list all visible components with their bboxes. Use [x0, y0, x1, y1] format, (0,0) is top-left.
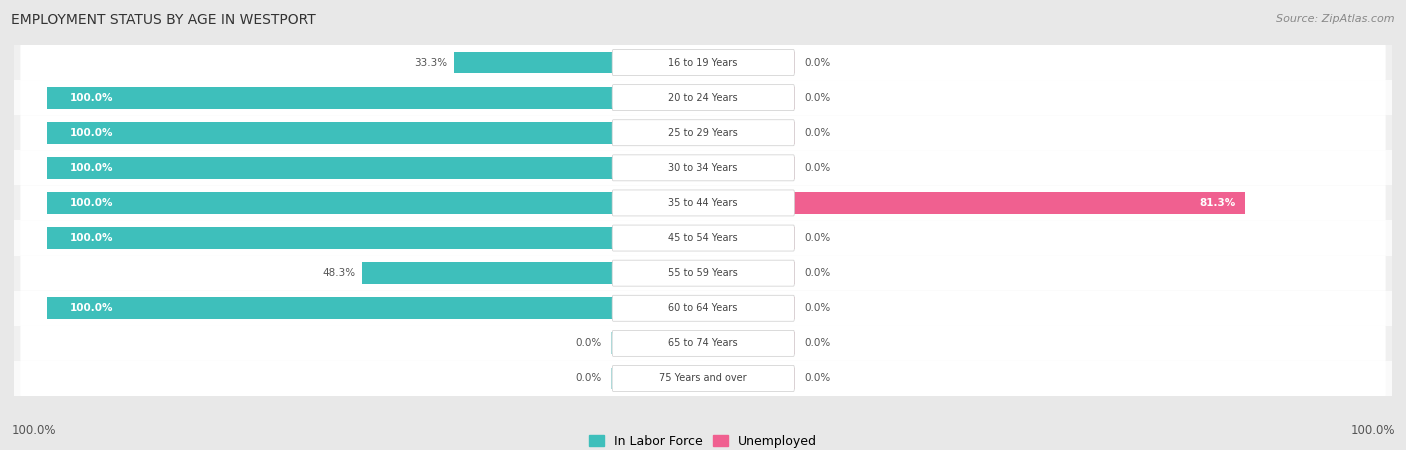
Text: 16 to 19 Years: 16 to 19 Years: [668, 58, 738, 68]
Bar: [46, 157, 657, 179]
FancyBboxPatch shape: [612, 365, 794, 392]
Text: 60 to 64 Years: 60 to 64 Years: [668, 303, 738, 313]
Text: Source: ZipAtlas.com: Source: ZipAtlas.com: [1277, 14, 1395, 23]
Text: 48.3%: 48.3%: [322, 268, 356, 278]
FancyBboxPatch shape: [612, 85, 794, 111]
Legend: In Labor Force, Unemployed: In Labor Force, Unemployed: [583, 430, 823, 450]
Text: EMPLOYMENT STATUS BY AGE IN WESTPORT: EMPLOYMENT STATUS BY AGE IN WESTPORT: [11, 14, 316, 27]
FancyBboxPatch shape: [20, 326, 1386, 361]
Text: 0.0%: 0.0%: [804, 58, 831, 68]
Bar: [46, 192, 657, 214]
Bar: [749, 297, 794, 319]
FancyBboxPatch shape: [612, 190, 794, 216]
Bar: [14, 256, 1392, 291]
Text: 0.0%: 0.0%: [575, 374, 602, 383]
Text: 20 to 24 Years: 20 to 24 Years: [668, 93, 738, 103]
FancyBboxPatch shape: [20, 80, 1386, 115]
Text: 100.0%: 100.0%: [70, 93, 114, 103]
FancyBboxPatch shape: [20, 361, 1386, 396]
Text: 25 to 29 Years: 25 to 29 Years: [668, 128, 738, 138]
Text: 100.0%: 100.0%: [70, 128, 114, 138]
Bar: [46, 297, 657, 319]
FancyBboxPatch shape: [20, 115, 1386, 150]
Text: 100.0%: 100.0%: [70, 198, 114, 208]
Bar: [14, 115, 1392, 150]
Bar: [612, 333, 657, 354]
Bar: [749, 122, 794, 144]
Text: 100.0%: 100.0%: [11, 423, 56, 436]
FancyBboxPatch shape: [612, 225, 794, 251]
FancyBboxPatch shape: [20, 291, 1386, 326]
Bar: [749, 333, 794, 354]
Bar: [14, 80, 1392, 115]
Text: 30 to 34 Years: 30 to 34 Years: [668, 163, 738, 173]
Bar: [749, 227, 794, 249]
Text: 0.0%: 0.0%: [804, 303, 831, 313]
FancyBboxPatch shape: [612, 260, 794, 286]
Text: 65 to 74 Years: 65 to 74 Years: [668, 338, 738, 348]
Bar: [749, 368, 794, 389]
Bar: [14, 45, 1392, 80]
FancyBboxPatch shape: [20, 45, 1386, 80]
Bar: [749, 52, 794, 73]
Text: 35 to 44 Years: 35 to 44 Years: [668, 198, 738, 208]
Bar: [46, 87, 657, 108]
Bar: [454, 52, 657, 73]
Text: 81.3%: 81.3%: [1199, 198, 1236, 208]
Text: 100.0%: 100.0%: [1350, 423, 1395, 436]
Bar: [46, 122, 657, 144]
Bar: [14, 291, 1392, 326]
Text: 0.0%: 0.0%: [804, 233, 831, 243]
Bar: [46, 227, 657, 249]
Text: 0.0%: 0.0%: [804, 338, 831, 348]
Text: 0.0%: 0.0%: [804, 93, 831, 103]
Bar: [749, 87, 794, 108]
FancyBboxPatch shape: [612, 295, 794, 321]
FancyBboxPatch shape: [612, 330, 794, 356]
Bar: [14, 150, 1392, 185]
Bar: [749, 157, 794, 179]
Text: 0.0%: 0.0%: [804, 128, 831, 138]
Bar: [14, 185, 1392, 220]
Bar: [749, 262, 794, 284]
FancyBboxPatch shape: [20, 220, 1386, 256]
Bar: [749, 192, 1246, 214]
Bar: [612, 368, 657, 389]
Bar: [14, 361, 1392, 396]
FancyBboxPatch shape: [612, 155, 794, 181]
Text: 0.0%: 0.0%: [575, 338, 602, 348]
Text: 100.0%: 100.0%: [70, 163, 114, 173]
FancyBboxPatch shape: [612, 120, 794, 146]
Text: 45 to 54 Years: 45 to 54 Years: [668, 233, 738, 243]
Text: 100.0%: 100.0%: [70, 233, 114, 243]
FancyBboxPatch shape: [20, 185, 1386, 220]
Text: 33.3%: 33.3%: [415, 58, 447, 68]
FancyBboxPatch shape: [612, 50, 794, 76]
Text: 0.0%: 0.0%: [804, 268, 831, 278]
Text: 0.0%: 0.0%: [804, 374, 831, 383]
Text: 55 to 59 Years: 55 to 59 Years: [668, 268, 738, 278]
Text: 0.0%: 0.0%: [804, 163, 831, 173]
Text: 75 Years and over: 75 Years and over: [659, 374, 747, 383]
FancyBboxPatch shape: [20, 256, 1386, 291]
FancyBboxPatch shape: [20, 150, 1386, 185]
Bar: [14, 220, 1392, 256]
Text: 100.0%: 100.0%: [70, 303, 114, 313]
Bar: [363, 262, 657, 284]
Bar: [14, 326, 1392, 361]
